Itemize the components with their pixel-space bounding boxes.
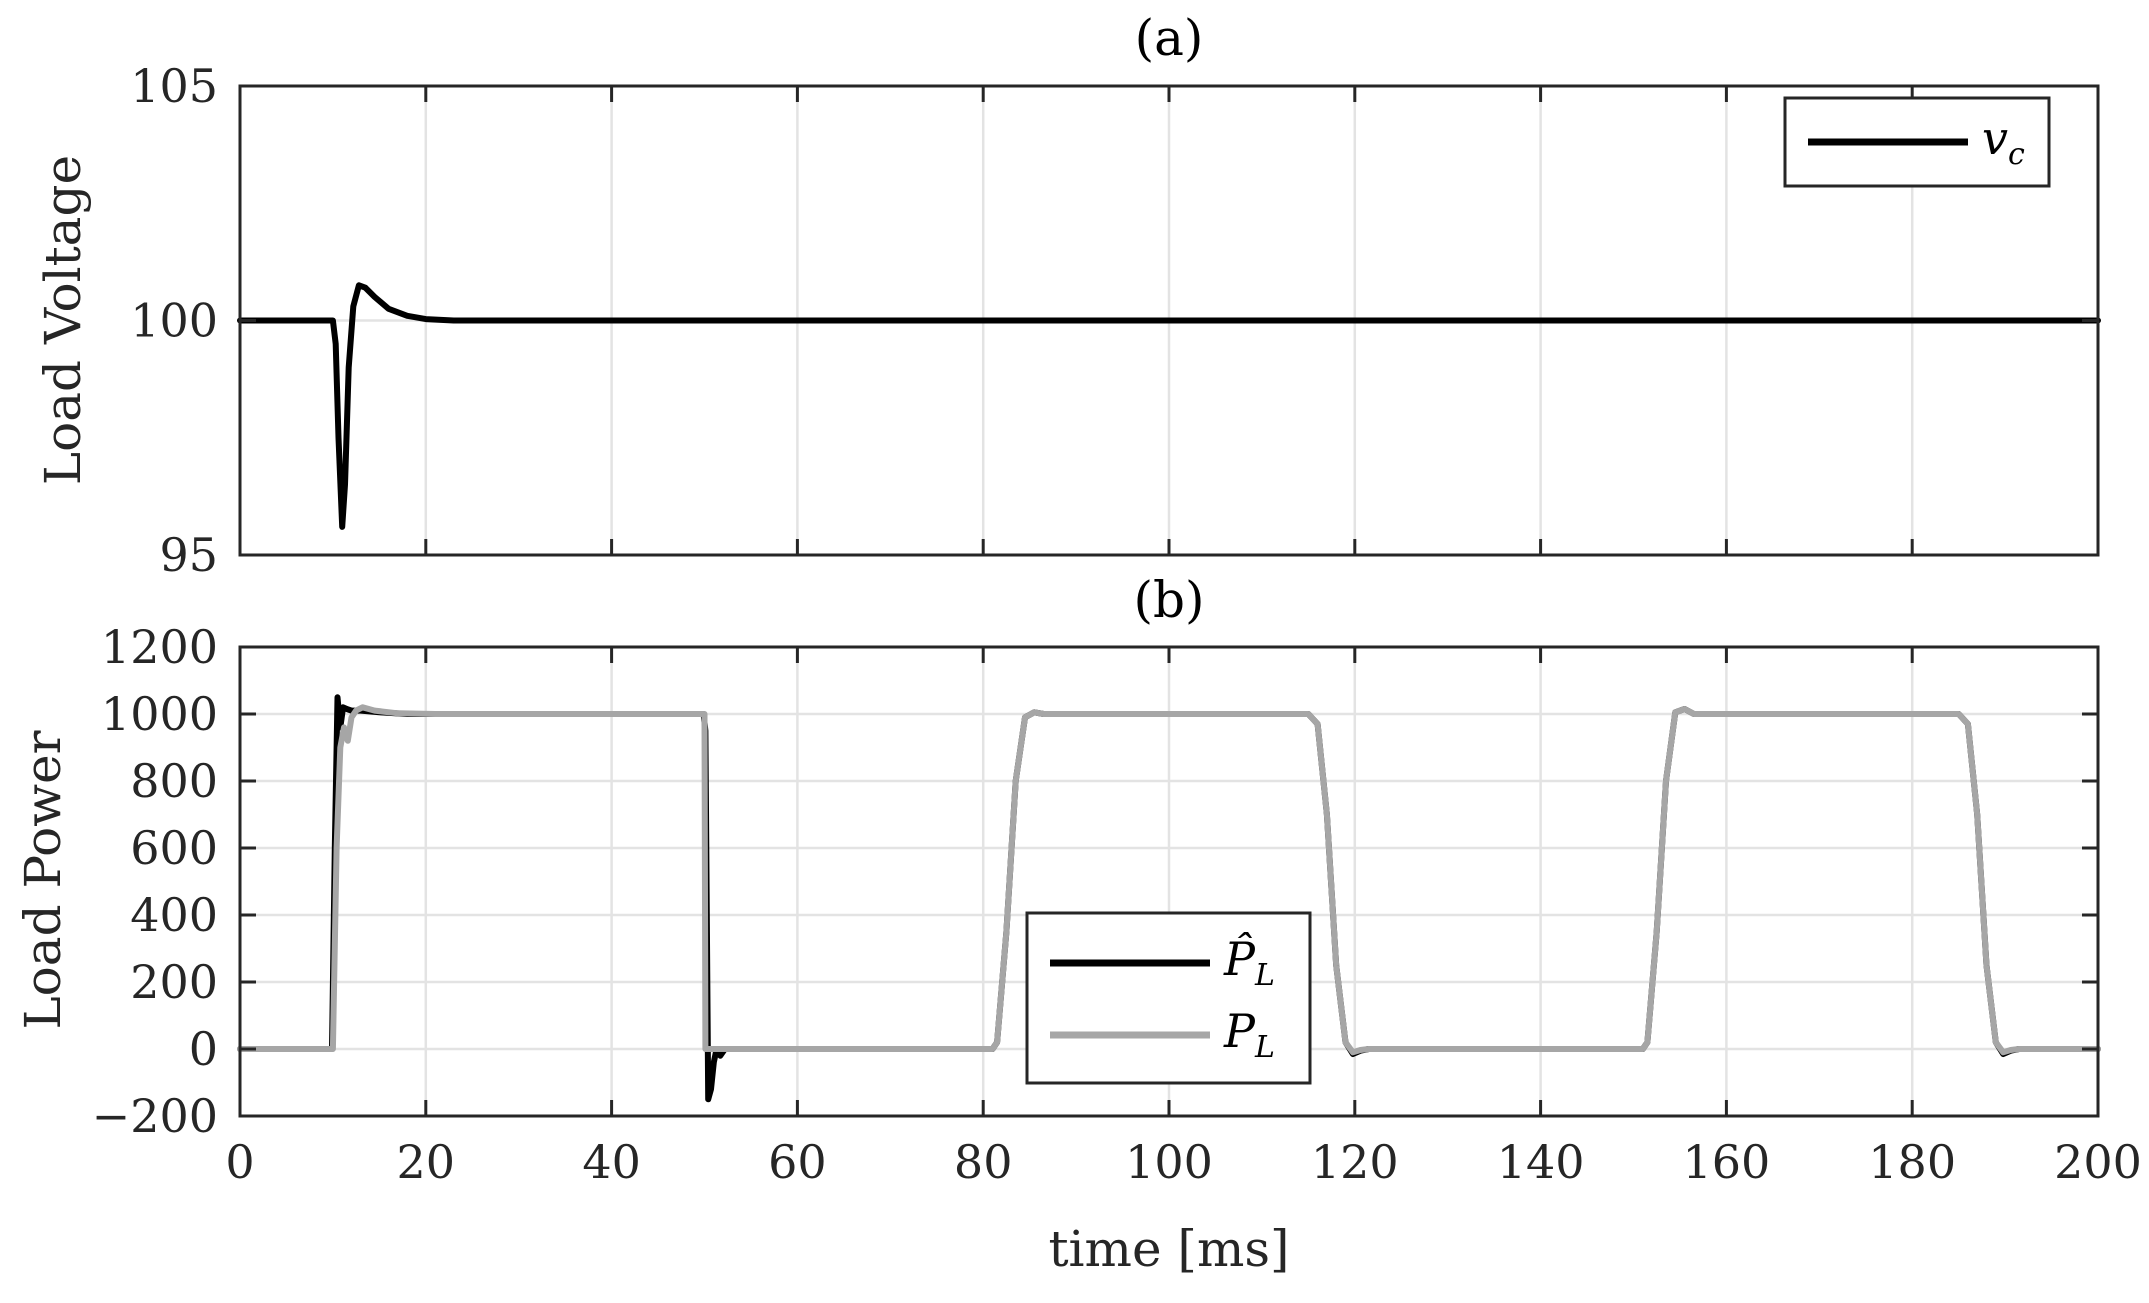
x-tick-label: 40 xyxy=(582,1135,641,1189)
y-tick-label: 105 xyxy=(130,59,218,113)
panel-b-legend: P̂L PL xyxy=(1025,911,1312,1085)
panel-a-ylabel: Load Voltage xyxy=(34,155,92,485)
y-tick-label: 800 xyxy=(130,754,218,808)
x-tick-label: 200 xyxy=(2054,1135,2142,1189)
y-tick-label: 200 xyxy=(130,955,218,1009)
panel-b-title: (b) xyxy=(1133,571,1204,629)
x-tick-label: 160 xyxy=(1682,1135,1770,1189)
y-tick-label: 1000 xyxy=(101,687,218,741)
panel-b-xlabel: time [ms] xyxy=(1048,1220,1289,1278)
panel-a-legend: vc xyxy=(1783,96,2051,188)
y-tick-label: 0 xyxy=(189,1022,218,1076)
panel-a-title: (a) xyxy=(1135,9,1204,67)
series-line-p-l xyxy=(237,704,2101,1056)
panel-b-ylabel: Load Power xyxy=(14,730,72,1029)
x-tick-label: 180 xyxy=(1868,1135,1956,1189)
y-tick-label: 400 xyxy=(130,888,218,942)
panel-a: 95 100 105 (a) Load Voltage vc xyxy=(34,9,2101,582)
x-tick-label: 140 xyxy=(1497,1135,1585,1189)
series-line-v-c xyxy=(237,282,2101,530)
y-tick-label: 1200 xyxy=(101,620,218,674)
legend-entry-phat: P̂L xyxy=(1223,932,1275,993)
x-tick-label: 100 xyxy=(1125,1135,1213,1189)
y-tick-label: 95 xyxy=(159,528,218,582)
y-tick-label: 100 xyxy=(130,294,218,348)
y-tick-label: −200 xyxy=(92,1089,218,1143)
x-tick-label: 0 xyxy=(225,1135,254,1189)
x-tick-label: 80 xyxy=(954,1135,1013,1189)
y-tick-label: 600 xyxy=(130,821,218,875)
x-tick-label: 120 xyxy=(1311,1135,1399,1189)
legend-entry-vc: vc xyxy=(1982,111,2025,172)
panel-b: 0 20 40 60 80 100 120 140 160 180 200−200020040060… xyxy=(14,571,2142,1278)
x-tick-label: 20 xyxy=(397,1135,456,1189)
legend-entry-pl: PL xyxy=(1223,1004,1275,1065)
x-tick-label: 60 xyxy=(768,1135,827,1189)
